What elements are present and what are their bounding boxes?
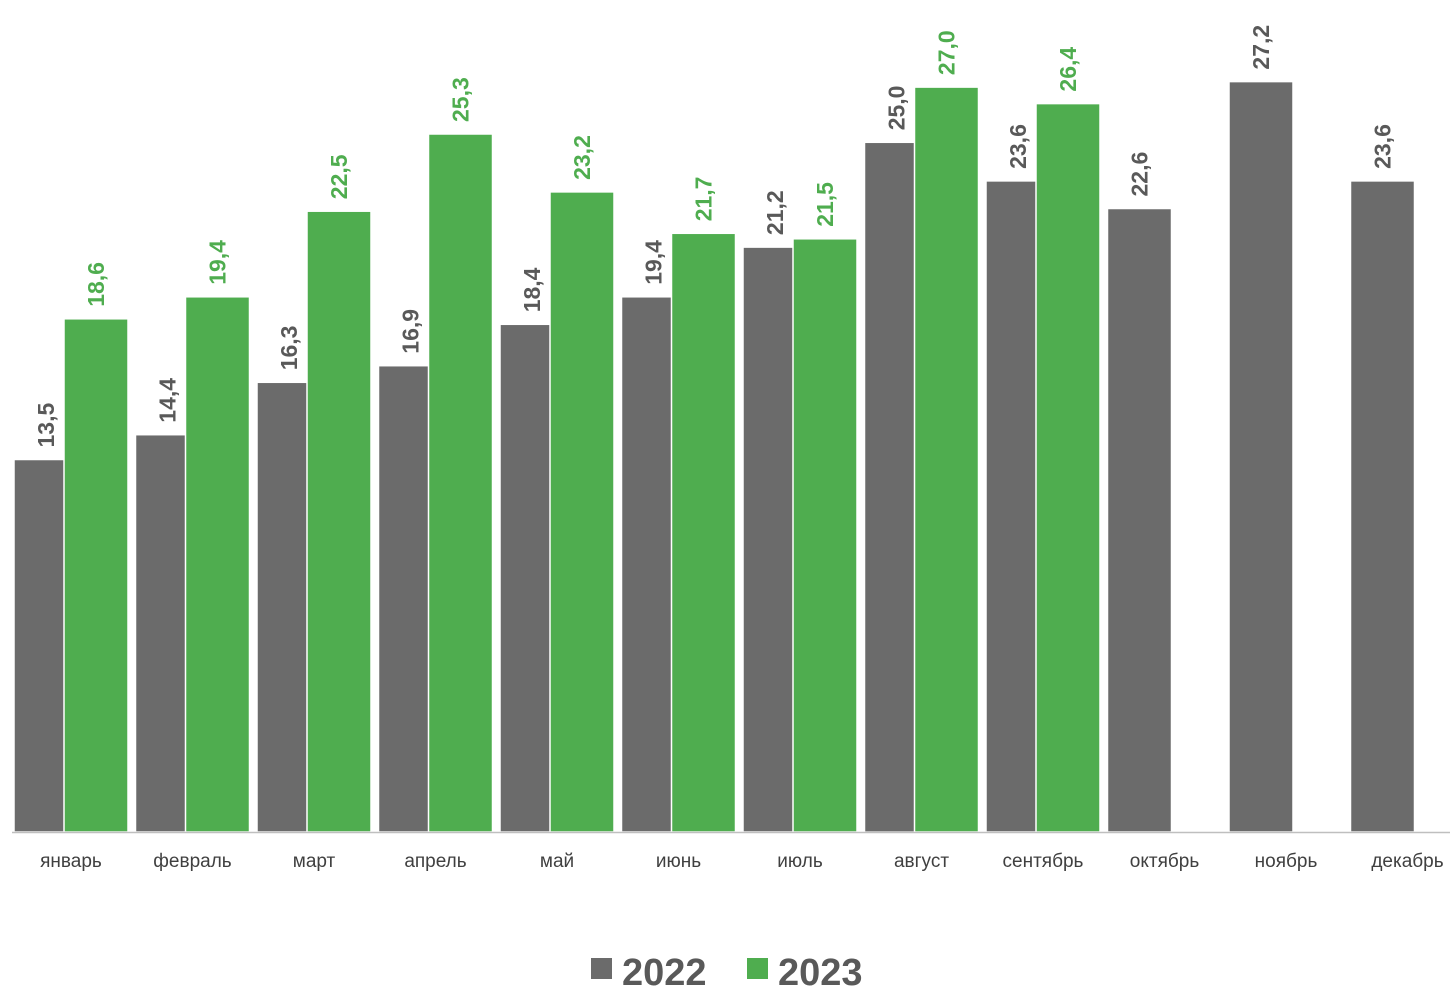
value-label-2023-7: 21,5 bbox=[812, 182, 838, 227]
category-label-2: февраль bbox=[153, 851, 232, 872]
value-label-2023-5: 23,2 bbox=[569, 135, 595, 180]
value-label-2022-3: 16,3 bbox=[276, 326, 302, 371]
category-label-3: март bbox=[293, 851, 336, 872]
value-label-2022-6: 19,4 bbox=[641, 240, 667, 285]
bar-2023-7 bbox=[792, 238, 858, 833]
legend-swatch-2023 bbox=[747, 958, 768, 979]
category-label-6: июнь bbox=[656, 851, 701, 872]
legend: 2022 2023 bbox=[591, 952, 863, 988]
value-label-2022-1: 13,5 bbox=[33, 403, 59, 448]
value-label-2022-12: 23,6 bbox=[1370, 124, 1396, 169]
bar-2023-6 bbox=[670, 232, 737, 833]
value-label-2022-11: 27,2 bbox=[1248, 25, 1274, 70]
legend-label-2022: 2022 bbox=[622, 952, 707, 988]
value-label-2023-2: 19,4 bbox=[205, 240, 231, 285]
value-label-2023-1: 18,6 bbox=[83, 262, 109, 307]
bar-2023-8 bbox=[913, 86, 980, 833]
bar-2023-9 bbox=[1035, 102, 1101, 833]
value-label-2022-2: 14,4 bbox=[155, 378, 181, 423]
value-label-2023-4: 25,3 bbox=[448, 77, 474, 122]
value-labels-layer: 13,5 18,6 14,4 19,4 16,3 22,5 16,9 25,3 18,4 23,2… bbox=[33, 25, 1396, 448]
value-label-2023-9: 26,4 bbox=[1055, 47, 1081, 92]
category-label-12: декабрь bbox=[1371, 851, 1443, 872]
category-label-1: январь bbox=[40, 851, 102, 872]
bar-2022-10 bbox=[1106, 207, 1173, 833]
bars-layer bbox=[13, 80, 1416, 833]
category-labels-layer: январь февраль март апрель май июнь июль август… bbox=[40, 851, 1444, 872]
value-label-2022-8: 25,0 bbox=[884, 86, 910, 131]
value-label-2022-7: 21,2 bbox=[762, 190, 788, 235]
category-label-9: сентябрь bbox=[1003, 851, 1084, 872]
bar-2023-2 bbox=[184, 296, 251, 833]
value-label-2023-6: 21,7 bbox=[691, 177, 717, 222]
value-label-2022-10: 22,6 bbox=[1127, 152, 1153, 197]
bar-2023-1 bbox=[63, 318, 129, 833]
value-label-2023-3: 22,5 bbox=[326, 154, 352, 199]
legend-label-2023: 2023 bbox=[778, 952, 863, 988]
value-label-2022-4: 16,9 bbox=[398, 309, 424, 354]
category-label-8: август bbox=[894, 851, 949, 872]
value-label-2023-8: 27,0 bbox=[934, 30, 960, 75]
bar-2023-3 bbox=[306, 210, 372, 833]
category-label-4: апрель bbox=[404, 851, 466, 872]
bar-2023-4 bbox=[427, 133, 494, 833]
bar-2022-12 bbox=[1349, 180, 1416, 833]
value-label-2022-5: 18,4 bbox=[519, 267, 545, 312]
bar-2022-11 bbox=[1228, 80, 1294, 833]
category-label-11: ноябрь bbox=[1255, 851, 1318, 872]
bar-2023-5 bbox=[549, 191, 615, 833]
category-label-5: май bbox=[540, 851, 574, 872]
legend-swatch-2022 bbox=[591, 958, 612, 979]
value-label-2022-9: 23,6 bbox=[1005, 124, 1031, 169]
category-label-10: октябрь bbox=[1130, 851, 1200, 872]
category-label-7: июль bbox=[777, 851, 823, 872]
